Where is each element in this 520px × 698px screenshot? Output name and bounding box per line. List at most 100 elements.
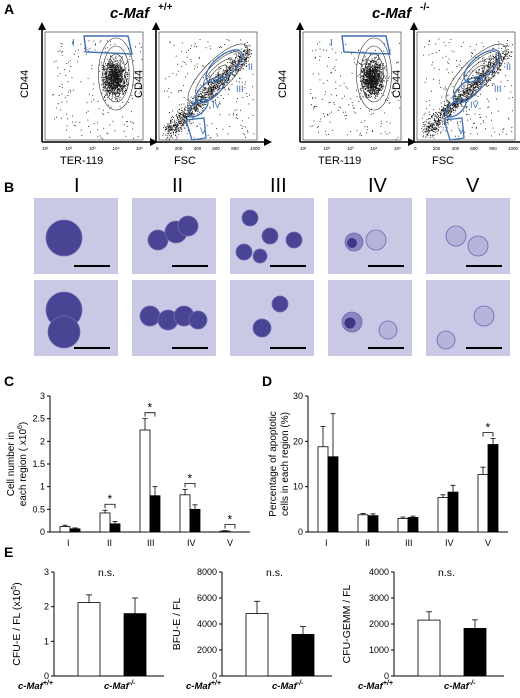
event-dot [439, 115, 441, 117]
event-dot [345, 86, 347, 88]
event-dot [237, 61, 239, 63]
event-dot [234, 74, 236, 76]
event-dot [444, 123, 445, 125]
event-dot [431, 116, 432, 118]
event-dot [243, 50, 245, 51]
event-dot [373, 90, 375, 92]
event-dot [485, 78, 486, 80]
event-dot [371, 86, 373, 88]
event-dot [186, 99, 188, 101]
event-dot [111, 76, 113, 77]
event-dot [112, 79, 114, 81]
gate-region-iv [187, 98, 209, 118]
event-dot [475, 91, 477, 92]
event-dot [365, 76, 367, 78]
event-dot [431, 64, 433, 66]
event-dot [243, 54, 245, 56]
event-dot [88, 126, 89, 127]
event-dot [183, 116, 185, 117]
event-dot [396, 62, 398, 63]
event-dot [184, 117, 186, 119]
event-dot [230, 62, 232, 64]
event-dot [383, 66, 385, 68]
event-dot [375, 90, 377, 92]
event-dot [237, 58, 239, 60]
event-dot [369, 86, 371, 88]
event-dot [362, 69, 364, 71]
event-dot [115, 55, 117, 57]
event-dot [364, 71, 366, 73]
event-dot [123, 91, 125, 93]
event-dot [173, 119, 175, 121]
event-dot [166, 135, 168, 137]
event-dot [178, 90, 180, 91]
event-dot [203, 97, 205, 98]
event-dot [428, 126, 430, 127]
event-dot [186, 56, 188, 58]
event-dot [105, 82, 107, 83]
event-dot [178, 120, 180, 122]
event-dot [248, 57, 250, 59]
event-dot [109, 71, 111, 73]
x-tick-label: 0 [156, 146, 159, 151]
event-dot [167, 130, 169, 132]
event-dot [464, 131, 465, 133]
event-dot [434, 114, 436, 116]
event-dot [215, 92, 217, 94]
event-dot [212, 86, 214, 88]
event-dot [433, 113, 434, 114]
event-dot [426, 78, 427, 80]
event-dot [369, 66, 371, 68]
event-dot [367, 94, 369, 96]
event-dot [115, 77, 117, 79]
event-dot [234, 109, 236, 111]
event-dot [118, 73, 120, 75]
event-dot [374, 85, 376, 87]
event-dot [167, 136, 169, 138]
event-dot [245, 51, 247, 52]
event-dot [126, 74, 128, 76]
event-dot [201, 90, 203, 92]
event-dot [482, 58, 483, 59]
event-dot [239, 66, 241, 67]
event-dot [209, 75, 210, 77]
event-dot [374, 57, 376, 59]
event-dot [382, 77, 384, 79]
event-dot [445, 108, 447, 110]
event-dot [312, 97, 314, 99]
event-dot [172, 133, 174, 135]
event-dot [174, 121, 176, 123]
event-dot [111, 80, 113, 81]
event-dot [109, 76, 111, 78]
cd44-axis-label: CD44 [19, 70, 31, 98]
event-dot [494, 131, 496, 133]
event-dot [313, 108, 314, 110]
event-dot [207, 90, 209, 92]
event-dot [115, 78, 117, 80]
event-dot [232, 68, 233, 70]
event-dot [370, 70, 371, 72]
event-dot [112, 77, 114, 79]
event-dot [434, 131, 436, 133]
event-dot [248, 48, 250, 50]
event-dot [181, 117, 183, 118]
event-dot [484, 60, 486, 62]
event-dot [487, 77, 489, 79]
event-dot [370, 64, 372, 66]
event-dot [200, 106, 202, 108]
event-dot [377, 88, 379, 90]
event-dot [123, 69, 124, 70]
event-dot [241, 64, 243, 65]
event-dot [507, 51, 509, 53]
event-dot [361, 64, 363, 66]
event-dot [447, 121, 449, 123]
event-dot [375, 66, 377, 68]
event-dot [178, 122, 180, 124]
event-dot [329, 101, 331, 103]
event-dot [330, 72, 332, 74]
event-dot [238, 68, 239, 70]
event-dot [376, 75, 378, 77]
event-dot [106, 84, 108, 86]
event-dot [178, 112, 180, 114]
event-dot [426, 133, 428, 135]
